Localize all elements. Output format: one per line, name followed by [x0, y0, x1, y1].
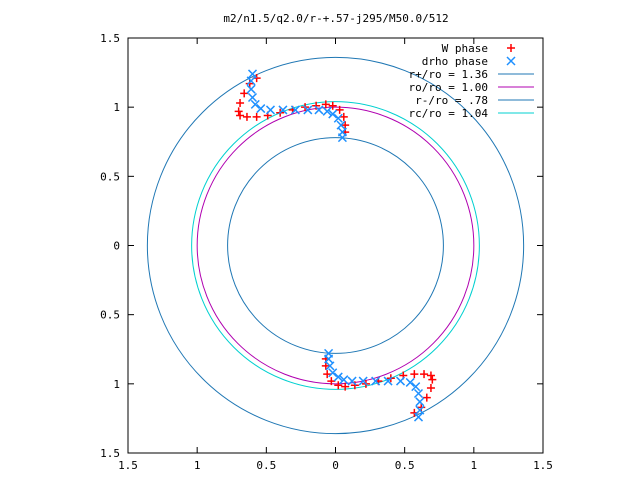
w-phase-marker [334, 381, 343, 390]
w-phase-marker [252, 112, 261, 121]
drho-phase-marker [337, 133, 347, 143]
axes-ticks: 1.5 1 0.5 0 0.5 1 1.51.510.500.511.5 [100, 32, 553, 472]
w-phase-marker [339, 112, 348, 121]
y-tick-label: 1 [113, 378, 120, 391]
circle-curve [227, 137, 444, 354]
w-phase-marker [341, 121, 350, 130]
w-phase-marker [428, 375, 437, 384]
w-phase-marker [420, 370, 429, 379]
drho-phase-marker [411, 382, 421, 392]
legend-label: W phase [442, 42, 488, 55]
drho-phase-marker [247, 92, 258, 103]
w-phase-marker [426, 383, 435, 392]
circle-curve [146, 56, 525, 435]
radius-circles [146, 56, 525, 435]
w-phase-marker [312, 101, 321, 110]
w-phase-marker [321, 100, 330, 109]
w-phase-marker [242, 112, 251, 121]
w-phase-marker [422, 393, 431, 402]
y-tick-label: 0.5 [100, 309, 120, 322]
drho-phase-marker [405, 377, 415, 387]
x-tick-label: 0.5 [256, 459, 276, 472]
drho-phase-marker [415, 397, 425, 407]
y-tick-label: 1 [113, 101, 120, 114]
circle-curve [191, 101, 480, 390]
drho-phase-marker [339, 375, 349, 385]
drho-phase-marker [413, 388, 424, 399]
drho-phase-marker [413, 412, 424, 422]
y-tick-label: 1.5 [100, 32, 120, 45]
w-phase-marker [328, 101, 337, 110]
drho-phase-marker [303, 105, 313, 115]
w-phase-marker [236, 99, 245, 108]
drho-phase-marker [246, 76, 256, 86]
chart-title: m2/n1.5/q2.0/r-+.57-j295/M50.0/512 [223, 12, 448, 25]
drho-phase-marker [395, 376, 406, 386]
drho-phase-marker [371, 376, 381, 386]
w-phase-marker [240, 89, 249, 98]
phase-series [234, 69, 437, 422]
x-tick-label: 1.5 [533, 459, 553, 472]
w-phase-marker [341, 382, 350, 391]
x-tick-label: 1.5 [118, 459, 138, 472]
w-phase-marker [327, 377, 336, 386]
x-tick-label: 1 [471, 459, 478, 472]
drho-phase-marker [328, 368, 338, 378]
x-tick-label: 1 [194, 459, 201, 472]
drho-phase-marker [325, 361, 335, 371]
drho-phase-marker [322, 106, 332, 116]
drho-phase-marker [328, 109, 338, 119]
x-tick-label: 0.5 [395, 459, 415, 472]
w-phase-marker [350, 381, 359, 390]
legend-marker [507, 44, 515, 52]
w-phase-marker [321, 361, 330, 370]
drho-phase-marker [358, 376, 368, 386]
drho-phase-marker [250, 99, 260, 109]
x-tick-label: 0 [332, 459, 339, 472]
circle-curve [196, 106, 475, 385]
w-phase-marker [234, 107, 243, 116]
drho-phase-marker [415, 405, 425, 415]
y-tick-label: 0.5 [100, 170, 120, 183]
legend-label: ro/ro = 1.00 [409, 81, 488, 94]
drho-phase-marker [383, 376, 393, 386]
legend-label: r-/ro = .78 [415, 94, 488, 107]
drho-phase-marker [314, 105, 324, 115]
legend-label: rc/ro = 1.04 [409, 107, 489, 120]
w-phase-marker [417, 403, 426, 412]
drho-phase-marker [278, 105, 288, 115]
w-phase-marker [245, 79, 254, 88]
drho-phase-marker [333, 113, 343, 123]
drho-phase-marker [246, 84, 256, 94]
w-phase-marker [410, 370, 419, 379]
drho-phase-marker [265, 105, 276, 115]
drho-phase-marker [347, 376, 357, 386]
w-phase-marker [426, 371, 435, 380]
drho-phase-marker [290, 105, 300, 115]
w-phase-marker [323, 370, 332, 379]
legend-marker [506, 56, 516, 66]
drho-phase-marker [336, 120, 346, 130]
legend-label: r+/ro = 1.36 [409, 68, 488, 81]
y-tick-label: 0 [113, 240, 120, 253]
drho-phase-marker [256, 104, 266, 114]
w-phase-marker [335, 105, 344, 114]
w-phase-marker [236, 111, 245, 120]
drho-phase-marker [247, 69, 258, 79]
legend-label: drho phase [422, 55, 488, 68]
drho-phase-marker [333, 372, 343, 382]
y-tick-label: 1.5 [100, 447, 120, 460]
drho-phase-marker [324, 348, 334, 358]
